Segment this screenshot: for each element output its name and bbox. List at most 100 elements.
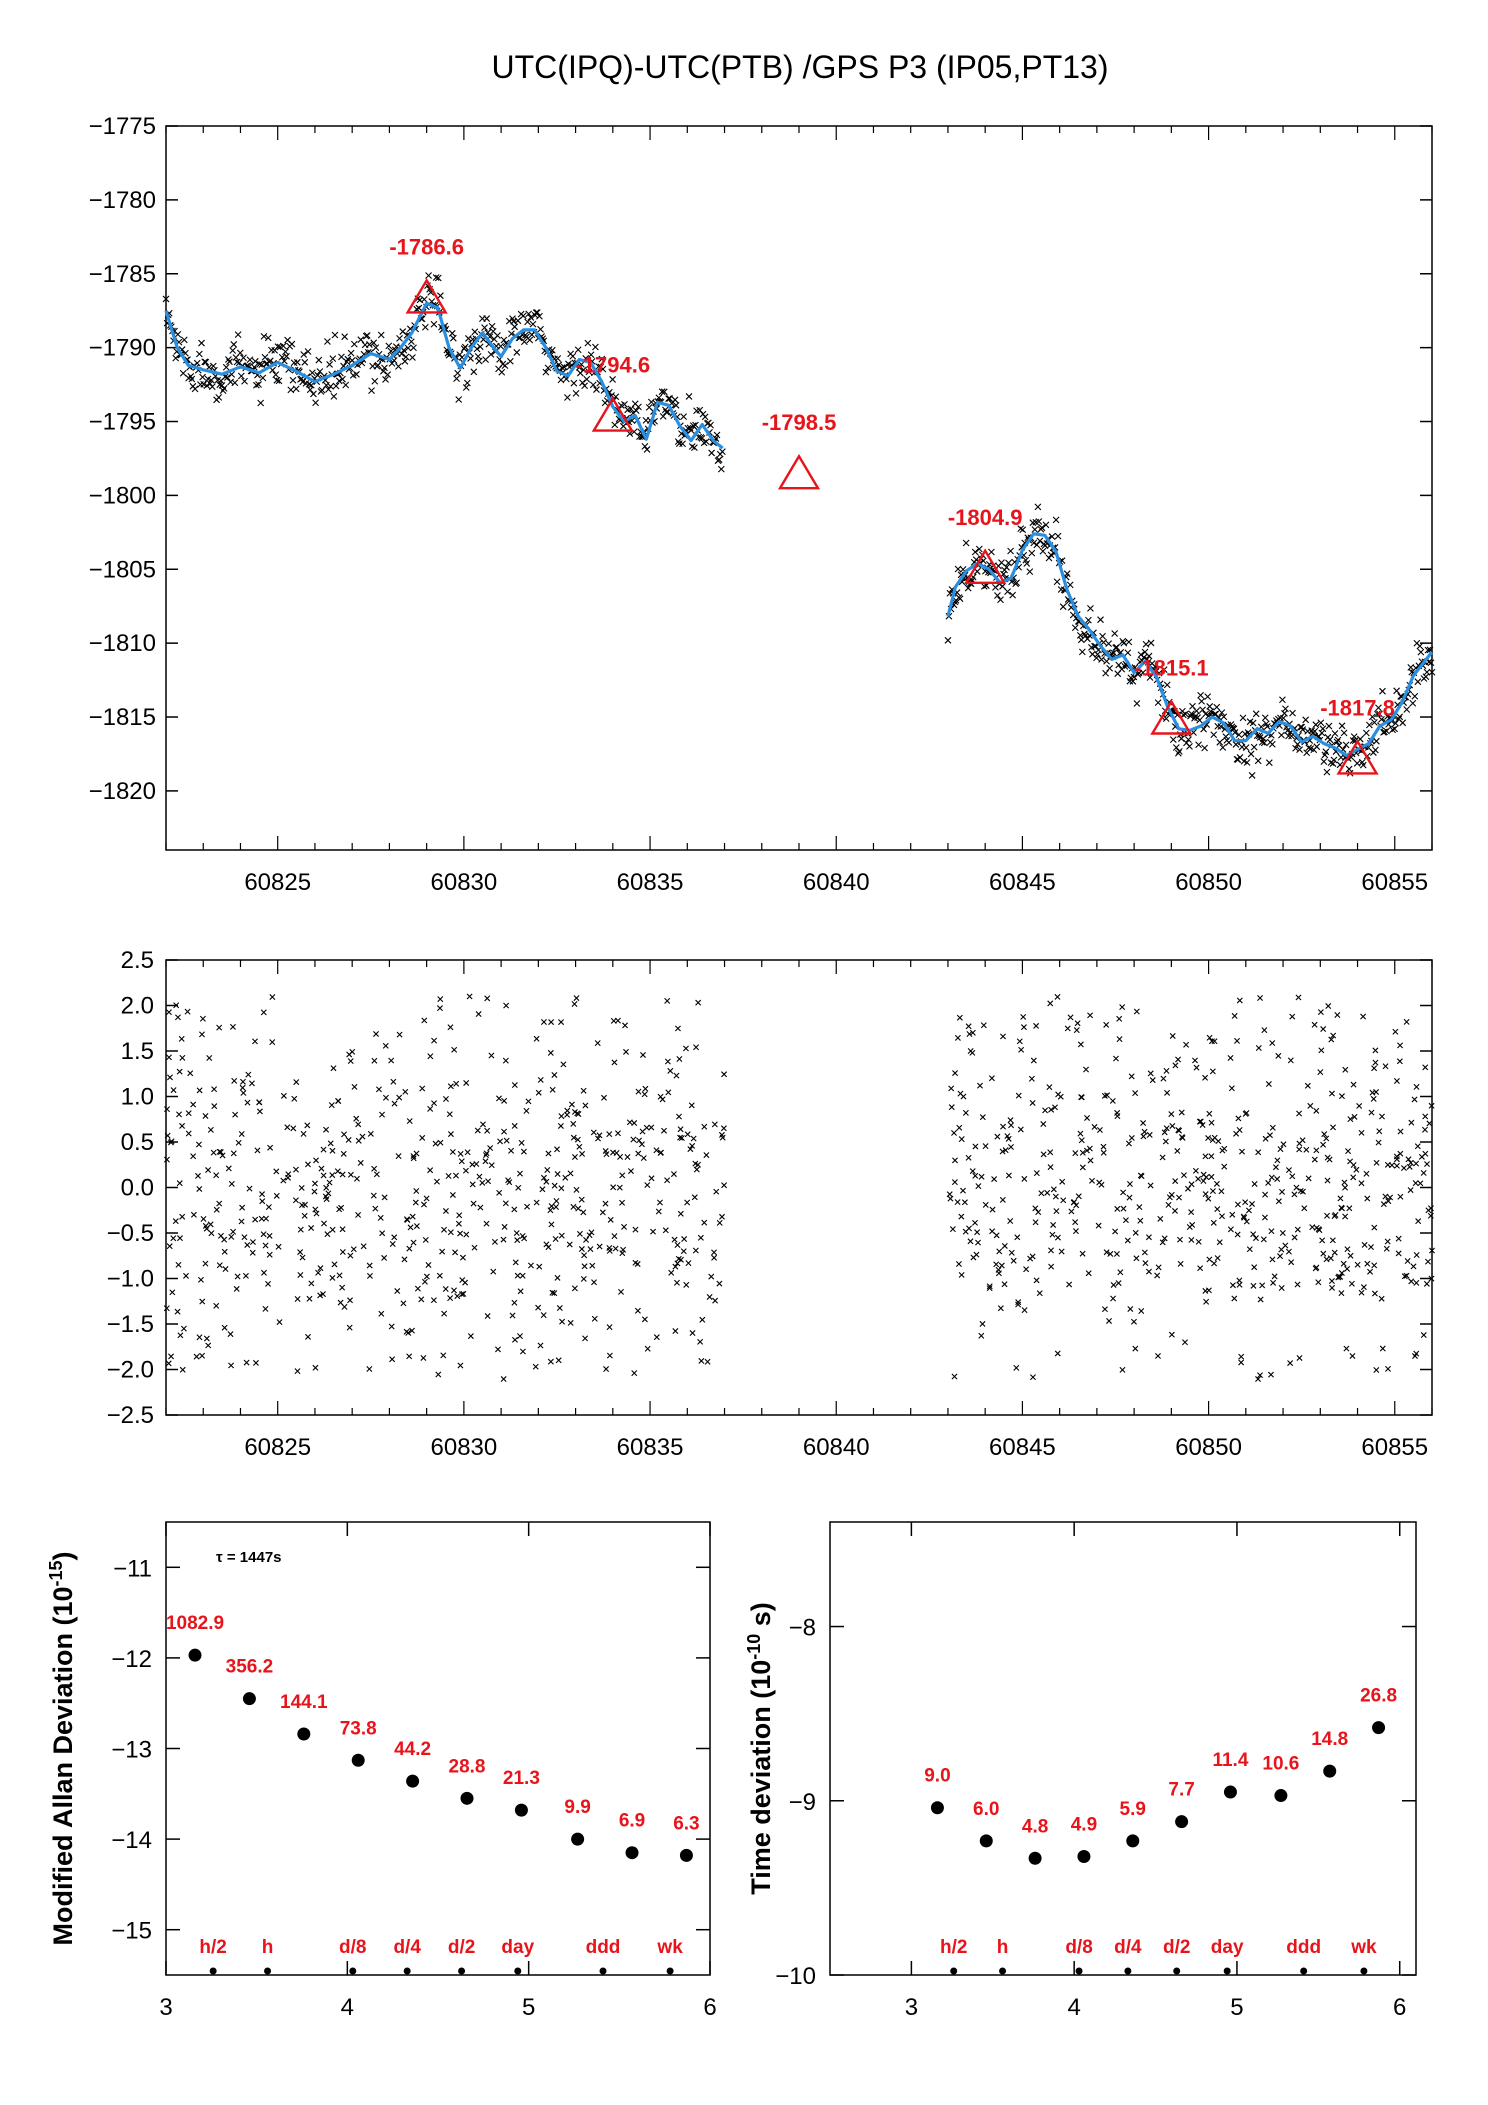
residual-point [989,1206,996,1213]
data-point-top [1048,533,1056,540]
residual-point [697,1338,704,1345]
residual-point [1054,1234,1061,1241]
residual-point [1329,1237,1336,1244]
residual-point [667,1067,674,1074]
residual-point [685,1260,692,1267]
residual-point [457,1230,464,1237]
residual-point [1380,1201,1387,1208]
residual-point [1407,1187,1414,1194]
residual-point [671,1236,678,1243]
data-point-top [335,377,343,385]
residual-point [1260,1236,1267,1243]
y-tick-label-tdev: −8 [789,1615,816,1642]
residual-point [991,1176,998,1183]
residual-point [1372,1047,1379,1054]
residual-point [445,1173,452,1180]
data-point-top [268,346,275,354]
residual-point [1028,1075,1035,1082]
residual-point [603,1366,610,1373]
data-point-top [1201,744,1209,752]
data-point-top [344,355,352,363]
residual-point [1074,1020,1081,1027]
residual-point [190,1101,197,1108]
residual-point [1015,1301,1022,1308]
residual-point [1203,1298,1210,1305]
dev-point-label: 4.8 [1022,1816,1048,1837]
residual-point [1050,1186,1057,1193]
residual-point [689,1330,696,1337]
residual-point [381,1194,388,1201]
residual-point [311,1180,318,1187]
residual-point [1168,1111,1175,1118]
residual-point [674,1025,681,1032]
residual-point [1332,1211,1339,1218]
residual-point [1186,1224,1193,1230]
data-point-top [962,539,970,547]
x-tick-label-top: 60825 [244,869,311,896]
data-point-top [1113,644,1121,651]
residual-point [1020,1024,1027,1031]
residual-point [1279,1188,1286,1195]
data-point-top [1119,637,1127,645]
residual-point [619,1199,626,1206]
marker-label: -1817.8 [1320,695,1395,720]
residual-point [1265,1179,1272,1186]
residual-point [1363,1170,1370,1177]
residual-point [248,1080,255,1087]
data-point-top [339,375,346,383]
data-point-top [1130,673,1138,681]
data-point-top [209,362,217,370]
residual-point [690,1135,697,1142]
interval-label: d/2 [448,1937,475,1958]
residual-point [1172,1178,1179,1185]
residual-point [216,1200,223,1207]
residual-point [1202,1153,1209,1160]
residual-point [1128,1073,1135,1080]
residual-point [471,1244,478,1251]
residual-point [719,1213,725,1220]
data-point-top [1231,729,1239,736]
data-point-top [1391,725,1398,733]
x-tick-label-tdev: 6 [1393,1994,1406,2021]
data-point-top [519,312,527,320]
residual-point [590,1129,597,1136]
data-point-top [1174,749,1182,757]
y-tick-label-resid: −1.5 [107,1311,154,1338]
residual-point [1136,1204,1143,1211]
residual-point [1277,1253,1284,1260]
residual-point [1218,1188,1225,1195]
residual-point [1410,1263,1417,1270]
y-tick-label-top: −1795 [89,409,156,436]
y-tick-label-resid: 0.5 [121,1129,154,1156]
residual-point [347,1171,354,1178]
data-point-top [1080,630,1088,638]
residual-point [496,1189,503,1196]
residual-point [545,1244,552,1251]
residual-point [554,1274,561,1281]
residual-point [1117,1269,1124,1276]
residual-point [242,1272,249,1279]
residual-point [1206,1034,1213,1041]
residual-point [1301,1205,1308,1212]
residual-point [341,1303,348,1310]
residual-point [980,1022,987,1029]
residual-point [1209,1068,1216,1075]
data-point-top [1299,726,1307,734]
data-point-top [306,386,314,394]
residual-point [704,1358,711,1365]
data-point-top [1188,710,1195,718]
residual-point [1328,1278,1335,1284]
residual-point [678,1135,685,1141]
residual-point [391,1234,398,1241]
data-point-top [326,361,333,368]
data-point-top [467,355,474,362]
residual-point [313,1157,320,1164]
residual-point [1413,1279,1420,1286]
data-point-top [1350,733,1358,741]
residual-point [402,1088,409,1095]
data-point-top [304,348,312,355]
residual-point [1367,1268,1374,1275]
residual-point [639,1128,646,1135]
residual-point [173,1002,180,1009]
residual-point [952,1070,959,1077]
